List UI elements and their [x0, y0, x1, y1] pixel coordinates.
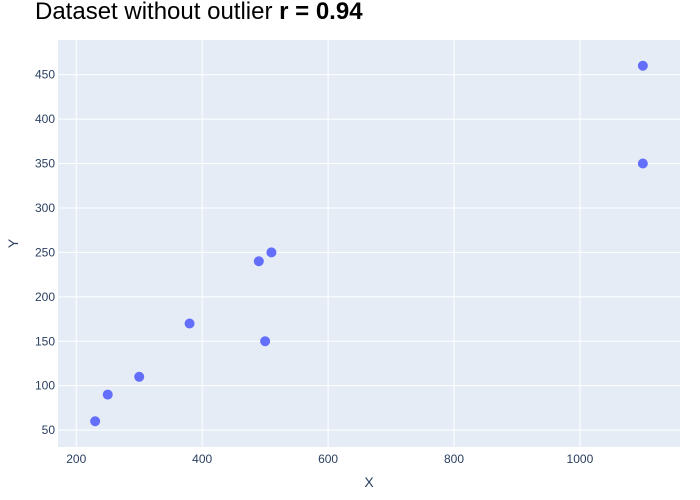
data-point: [637, 60, 648, 71]
y-tick-label: 300: [35, 201, 55, 215]
title-stat: r = 0.94: [279, 0, 363, 25]
chart-title: Dataset without outlier r = 0.94: [35, 0, 363, 26]
y-tick-label: 200: [35, 290, 55, 304]
y-tick-label: 450: [35, 68, 55, 82]
plot-area: [58, 40, 680, 447]
y-axis-label: Y: [5, 238, 21, 248]
x-axis-label: X: [364, 474, 374, 490]
data-point: [260, 336, 271, 347]
data-point: [253, 256, 264, 267]
y-tick-label: 100: [35, 379, 55, 393]
x-tick-label: 800: [444, 452, 464, 466]
data-point: [90, 416, 101, 427]
title-text: Dataset without outlier: [35, 0, 273, 25]
y-tick-label: 400: [35, 112, 55, 126]
data-point: [637, 158, 648, 169]
x-tick-label: 1000: [567, 452, 594, 466]
x-tick-label: 600: [318, 452, 338, 466]
data-point: [134, 371, 145, 382]
y-tick-label: 350: [35, 157, 55, 171]
y-tick-label: 150: [35, 334, 55, 348]
data-point: [102, 389, 113, 400]
data-point: [266, 247, 277, 258]
y-tick-label: 50: [42, 423, 56, 437]
x-tick-label: 400: [192, 452, 212, 466]
y-tick-label: 250: [35, 245, 55, 259]
data-point: [184, 318, 195, 329]
x-tick-label: 200: [66, 452, 86, 466]
